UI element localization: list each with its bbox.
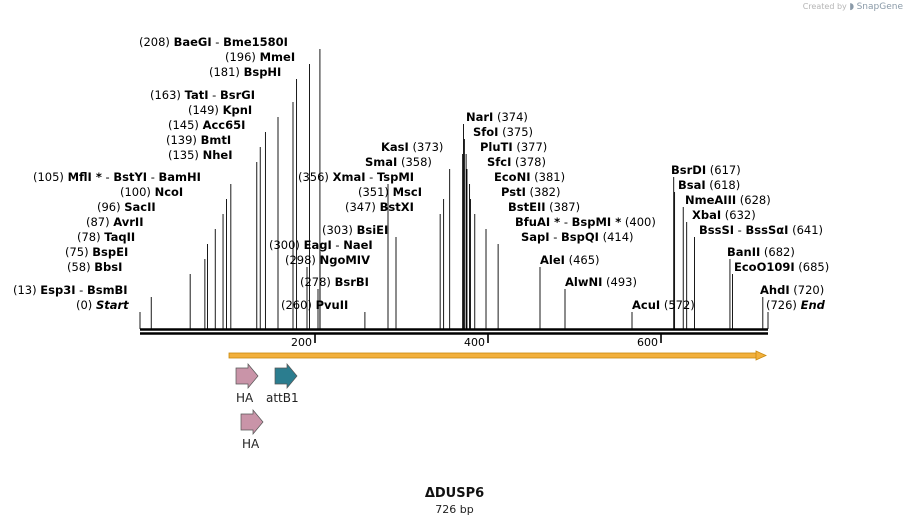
feature-label-ha[interactable]: HA (236, 391, 254, 405)
site-label-kpni[interactable]: (149) KpnI (188, 103, 252, 117)
site-label-xmai[interactable]: (356) XmaI - TspMI (298, 170, 414, 184)
feature-arrow-attb1[interactable] (274, 363, 298, 389)
snapgene-credit: Created by ◗ SnapGene (803, 2, 903, 12)
site-label-ahdi[interactable]: AhdI (720) (760, 283, 824, 297)
site-label-pluti[interactable]: PluTI (377) (480, 140, 547, 154)
site-label-sapi[interactable]: SapI - BspQI (414) (521, 230, 634, 244)
site-lines (139, 49, 769, 329)
site-label-bspei[interactable]: (75) BspEI (65, 245, 128, 259)
sequence-backbone: 200 400 600 (140, 328, 768, 349)
site-label-bsai[interactable]: BsaI (618) (678, 178, 740, 192)
site-label-nari[interactable]: NarI (374) (466, 110, 528, 124)
plasmid-name: ΔDUSP6 (424, 486, 485, 501)
site-label-psti[interactable]: PstI (382) (501, 185, 560, 199)
site-label-smai[interactable]: SmaI (358) (365, 155, 432, 169)
site-label-bsssi[interactable]: BssSI - BssSαI (641) (699, 223, 823, 237)
site-label-banii[interactable]: BanII (682) (727, 245, 795, 259)
feature-track[interactable]: HA attB1 HA (235, 363, 299, 451)
site-label-pvuii[interactable]: (260) PvuII (281, 298, 348, 312)
site-label-bsteii[interactable]: BstEII (387) (508, 200, 580, 214)
site-label-nmeaiii[interactable]: NmeAIII (628) (685, 193, 771, 207)
ruler-tick-label: 600 (637, 336, 658, 349)
site-label-mmei[interactable]: (196) MmeI (225, 50, 295, 64)
site-label-bsphi[interactable]: (181) BspHI (209, 65, 281, 79)
ruler-tick-label: 400 (464, 336, 485, 349)
site-label-bsiei[interactable]: (303) BsiEI (322, 223, 388, 237)
ruler-tick-label: 200 (291, 336, 312, 349)
credit-brand: SnapGene (856, 2, 903, 12)
site-label-acc65i[interactable]: (145) Acc65I (168, 118, 245, 132)
site-label-kasi[interactable]: KasI (373) (381, 140, 443, 154)
site-label-ngomiv[interactable]: (298) NgoMIV (285, 253, 370, 267)
site-label-bfuai[interactable]: BfuAI * - BspMI * (400) (515, 215, 656, 229)
feature-arrow-ha[interactable] (240, 409, 264, 435)
site-label-bbsi[interactable]: (58) BbsI (67, 260, 122, 274)
site-label-tati[interactable]: (163) TatI - BsrGI (150, 88, 255, 102)
site-label-sacii[interactable]: (96) SacII (97, 200, 156, 214)
feature-arrow-ha[interactable] (235, 363, 259, 389)
site-label-xbai[interactable]: XbaI (632) (692, 208, 756, 222)
site-label-start[interactable]: (0) Start (76, 298, 129, 312)
credit-prefix: Created by (802, 2, 847, 11)
site-label-sfci[interactable]: SfcI (378) (487, 155, 546, 169)
site-label-msci[interactable]: (351) MscI (358, 185, 422, 199)
site-label-alei[interactable]: AleI (465) (540, 253, 600, 267)
orf-body[interactable] (228, 352, 758, 359)
site-label-alwni[interactable]: AlwNI (493) (565, 275, 637, 289)
site-label-bsrbi[interactable]: (278) BsrBI (300, 275, 369, 289)
site-label-nhei[interactable]: (135) NheI (168, 148, 232, 162)
site-label-eagi[interactable]: (300) EagI - NaeI (269, 238, 373, 252)
site-label-bsrdi[interactable]: BsrDI (617) (671, 163, 741, 177)
feature-label-attb1[interactable]: attB1 (266, 391, 299, 405)
site-label-esp3i[interactable]: (13) Esp3I - BsmBI (13, 283, 128, 297)
feature-label-ha[interactable]: HA (242, 437, 260, 451)
site-label-bstxi[interactable]: (347) BstXI (345, 200, 414, 214)
orf-arrow[interactable] (228, 350, 767, 361)
site-label-mfli[interactable]: (105) MflI * - BstYI - BamHI (33, 170, 201, 184)
snapgene-logo-icon: ◗ (849, 2, 855, 12)
site-label-acui[interactable]: AcuI (572) (632, 298, 695, 312)
site-label-taqii[interactable]: (78) TaqII (77, 230, 135, 244)
site-label-end[interactable]: (726) End (766, 298, 826, 312)
site-labels: (13) Esp3I - BsmBI(0) Start (58) BbsI(75)… (13, 35, 829, 312)
site-label-sfoi[interactable]: SfoI (375) (473, 125, 533, 139)
site-label-ncoi[interactable]: (100) NcoI (120, 185, 183, 199)
site-label-avrii[interactable]: (87) AvrII (86, 215, 143, 229)
site-label-ecoo109i[interactable]: EcoO109I (685) (734, 260, 829, 274)
plasmid-length: 726 bp (435, 503, 474, 516)
site-label-baegi[interactable]: (208) BaeGI - Bme1580I (139, 35, 288, 49)
orf-head[interactable] (755, 350, 767, 361)
site-label-bmti[interactable]: (139) BmtI (166, 133, 231, 147)
site-label-econi[interactable]: EcoNI (381) (494, 170, 565, 184)
